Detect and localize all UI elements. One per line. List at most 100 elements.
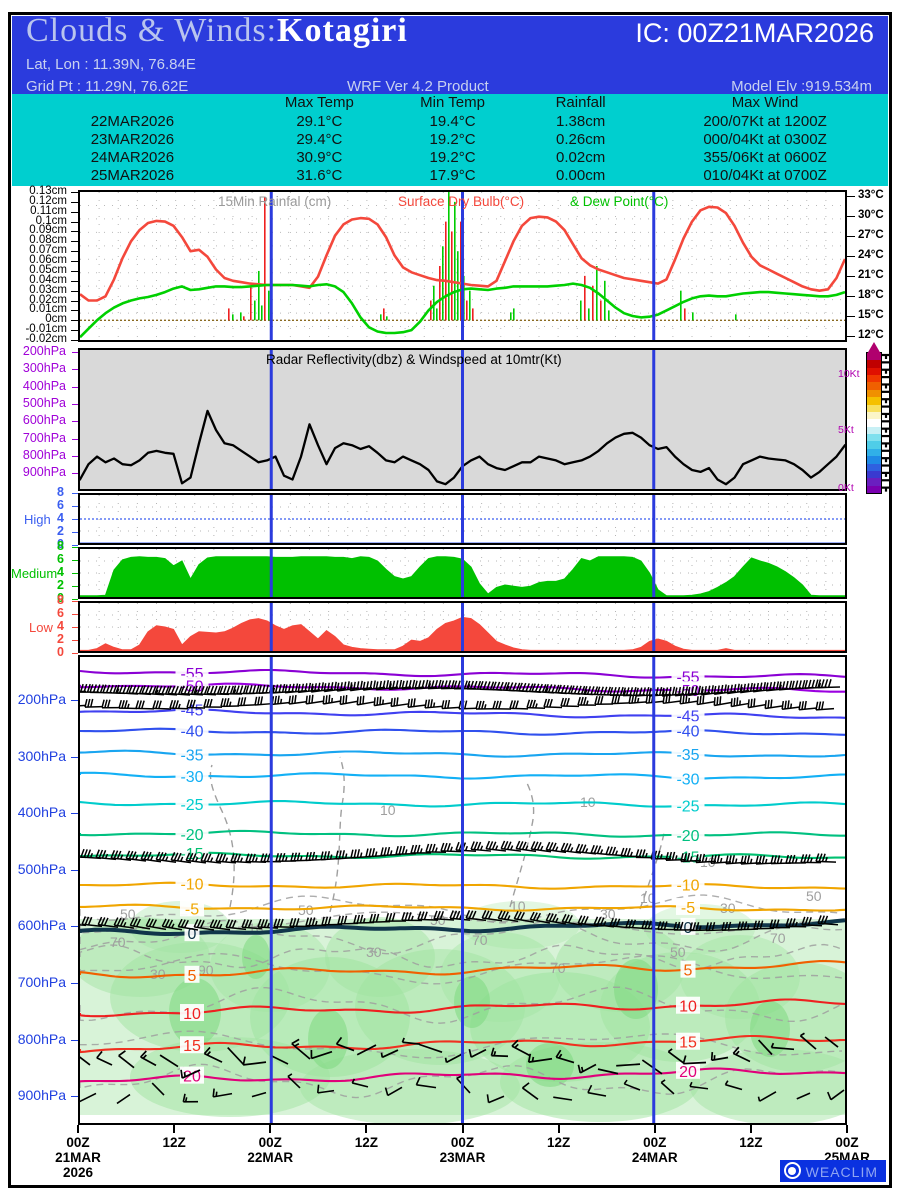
- axis-tick: [72, 614, 78, 615]
- time-axis-label: 12Z: [547, 1135, 570, 1150]
- upper-air-left-tick: 500hPa: [17, 860, 66, 877]
- radar-left-tick: 600hPa: [22, 413, 66, 428]
- surface-plot-svg: [80, 192, 845, 340]
- cloud-axis-tick: 4: [57, 619, 64, 633]
- weaclim-logo-icon: [783, 1162, 801, 1179]
- surface-left-tick: 0.01cm: [29, 303, 67, 316]
- axis-tick: [72, 386, 78, 388]
- cloud-axis-tick: 4: [57, 511, 64, 525]
- axis-tick: [72, 532, 78, 533]
- colorbar-segment: [867, 397, 881, 405]
- svg-text:10: 10: [640, 890, 656, 906]
- axis-tick: [72, 506, 78, 507]
- svg-text:15: 15: [183, 1038, 201, 1055]
- time-axis-label: 00Z 21MAR 2026: [55, 1135, 101, 1180]
- col-min-temp: Min Temp: [420, 94, 485, 111]
- time-axis-label: 12Z: [739, 1135, 762, 1150]
- colorbar-label: 0Kt: [838, 482, 854, 494]
- high-cloud-svg: [80, 495, 845, 543]
- surface-right-tick: 12°C: [858, 329, 884, 341]
- upper-air-left-tick: 600hPa: [17, 917, 66, 934]
- cell-date: 22MAR2026: [90, 112, 175, 130]
- table-row: 23MAR2026 29.4°C 19.2°C 0.26cm 000/04Kt …: [12, 130, 888, 148]
- axis-tick: [72, 519, 78, 520]
- table-row: 24MAR2026 30.9°C 19.2°C 0.02cm 355/06Kt …: [12, 148, 888, 166]
- cell-date: 24MAR2026: [90, 148, 175, 166]
- axis-tick: [71, 270, 78, 272]
- axis-tick: [72, 547, 78, 548]
- upper-air-svg: 5070309010503050701070301050307050101010…: [80, 657, 845, 1123]
- axis-tick: [72, 653, 78, 654]
- axis-tick: [72, 473, 78, 475]
- axis-tick: [71, 926, 78, 928]
- svg-text:50: 50: [120, 906, 136, 922]
- cell-rainfall: 0.26cm: [556, 130, 606, 148]
- cloud-label-high: High: [24, 512, 51, 527]
- svg-text:10: 10: [679, 999, 697, 1016]
- model-version-label: WRF Ver 4.2 Product: [347, 78, 489, 95]
- surface-right-tick: 24°C: [858, 249, 884, 261]
- svg-text:-10: -10: [180, 877, 203, 894]
- weaclim-text: WEACLIM: [805, 1164, 878, 1180]
- time-axis-label: 00Z 24MAR: [632, 1135, 678, 1165]
- table-row: 22MAR2026 29.1°C 19.4°C 1.38cm 200/07Kt …: [12, 112, 888, 130]
- time-axis-tick: [846, 1125, 848, 1133]
- svg-text:10: 10: [183, 1006, 201, 1023]
- cell-max-temp: 30.9°C: [296, 148, 343, 166]
- page-title: Clouds & Winds:Kotagiri: [26, 12, 408, 50]
- svg-text:-20: -20: [676, 828, 699, 845]
- axis-tick: [72, 640, 78, 641]
- cell-max-wind: 010/04Kt at 0700Z: [703, 166, 827, 184]
- header-banner: Clouds & Winds:Kotagiri IC: 00Z21MAR2026…: [12, 12, 888, 95]
- axis-tick: [71, 231, 78, 233]
- radar-left-tick: 300hPa: [22, 361, 66, 376]
- time-label: 00Z: [258, 1135, 282, 1150]
- surface-left-tick: 0.09cm: [29, 224, 67, 237]
- surface-left-tick: 0.1cm: [35, 214, 67, 227]
- medium-cloud-panel: [78, 547, 847, 599]
- cell-date: 25MAR2026: [90, 166, 175, 184]
- radar-plot-svg: [80, 350, 845, 489]
- time-axis-tick: [269, 1125, 272, 1133]
- page-border: [8, 12, 892, 1188]
- time-label: 12Z: [739, 1135, 763, 1150]
- colorbar-segment: [867, 353, 881, 361]
- svg-text:15: 15: [679, 1035, 697, 1052]
- initial-condition-label: IC: 00Z21MAR2026: [635, 18, 874, 48]
- svg-text:30: 30: [150, 966, 166, 982]
- axis-tick: [71, 756, 78, 758]
- colorbar-label: 10Kt: [838, 368, 860, 380]
- axis-tick: [71, 813, 78, 815]
- surface-right-tick: 30°C: [858, 209, 884, 221]
- colorbar-barb-ticks: [881, 353, 890, 492]
- time-axis-tick: [173, 1125, 176, 1133]
- colorbar-segment: [867, 382, 881, 391]
- cloud-axis-tick: 2: [57, 578, 64, 592]
- cell-min-temp: 19.4°C: [429, 112, 476, 130]
- axis-tick: [847, 236, 855, 237]
- surface-left-tick: 0.12cm: [29, 194, 67, 207]
- cell-max-wind: 000/04Kt at 0300Z: [703, 130, 827, 148]
- date-label: 23MAR: [439, 1150, 486, 1165]
- surface-right-tick: 21°C: [858, 269, 884, 281]
- colorbar-label: 5Kt: [838, 424, 854, 436]
- surface-left-tick: 0.04cm: [29, 273, 67, 286]
- svg-text:-5: -5: [185, 901, 199, 918]
- axis-tick: [71, 300, 78, 302]
- axis-tick: [71, 700, 78, 701]
- cloud-axis-tick: 8: [57, 539, 64, 553]
- surface-left-tick: 0.03cm: [29, 283, 67, 296]
- surface-left-tick: 0.06cm: [29, 254, 67, 267]
- svg-text:20: 20: [183, 1069, 201, 1086]
- cloud-axis-tick: 6: [57, 498, 64, 512]
- axis-tick: [847, 336, 855, 337]
- axis-tick: [71, 280, 78, 282]
- axis-tick: [72, 438, 78, 440]
- axis-tick: [72, 421, 78, 423]
- cloud-axis-tick: 2: [57, 632, 64, 646]
- cell-rainfall: 1.38cm: [556, 112, 606, 130]
- radar-left-tick: 900hPa: [22, 465, 66, 480]
- svg-text:5: 5: [684, 963, 693, 980]
- svg-text:70: 70: [770, 930, 786, 946]
